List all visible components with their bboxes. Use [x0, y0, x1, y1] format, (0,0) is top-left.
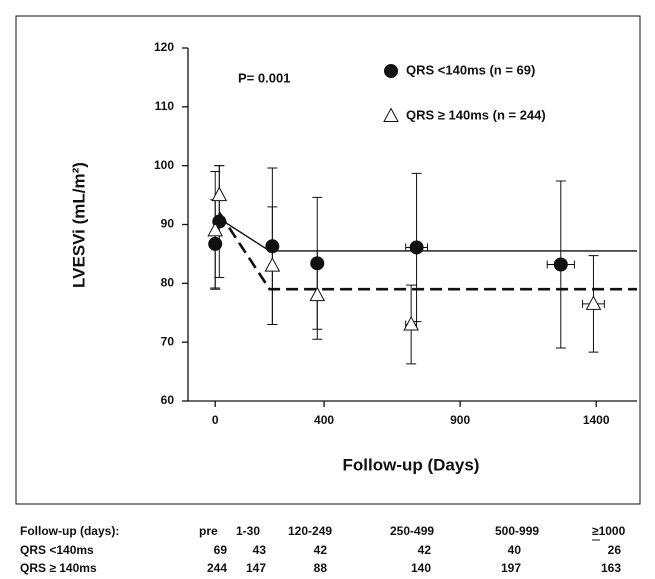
table-header: 120-249 [288, 524, 332, 538]
table-cell: 26 [608, 543, 622, 557]
legend-label: QRS <140ms (n = 69) [406, 62, 535, 77]
legend-marker [384, 64, 398, 78]
y-tick-label: 70 [161, 334, 175, 348]
x-axis-label: Follow-up (Days) [343, 455, 480, 474]
legend-marker [383, 107, 399, 122]
x-tick-label: 1400 [583, 413, 610, 427]
y-tick-label: 100 [154, 158, 174, 172]
table-header: 1-30 [236, 524, 260, 538]
table-cell: 140 [411, 561, 431, 575]
table-cell: QRS ≥ 140ms [20, 561, 97, 575]
point [264, 257, 281, 272]
fit-line [218, 218, 637, 252]
point [207, 221, 224, 237]
table-cell: 244 [207, 561, 227, 575]
table-cell: 43 [253, 543, 267, 557]
table-cell: 88 [314, 561, 328, 575]
point [309, 286, 326, 302]
table-header: 250-499 [390, 524, 434, 538]
point [585, 295, 602, 310]
annotation: P= 0.001 [238, 70, 290, 85]
table-cell: 69 [214, 543, 228, 557]
legend-label: QRS ≥ 140ms (n = 244) [406, 107, 546, 122]
x-tick-label: 900 [450, 413, 470, 427]
point [403, 315, 419, 331]
table-cell: 197 [501, 561, 521, 575]
frame [15, 15, 641, 505]
point [553, 257, 568, 272]
fit-line [218, 212, 637, 291]
table-cell: 163 [601, 561, 621, 575]
table-header: pre [199, 524, 218, 538]
table-cell: 147 [246, 561, 266, 575]
y-tick-label: 60 [161, 393, 175, 407]
table-header: Follow-up (days): [20, 524, 119, 538]
y-tick-label: 80 [161, 276, 175, 290]
x-tick-label: 0 [212, 413, 219, 427]
table-cell: QRS <140ms [20, 543, 94, 557]
x-tick-label: 400 [314, 413, 334, 427]
y-axis-label: LVESVi (mL/m²) [69, 162, 88, 288]
point [409, 240, 424, 255]
table-header: ≥1000 [592, 524, 626, 538]
table-cell: 42 [314, 543, 328, 557]
point [211, 186, 228, 202]
y-tick-label: 110 [155, 99, 175, 113]
table-cell: 42 [418, 543, 432, 557]
axes [187, 48, 637, 402]
table-header: 500-999 [495, 524, 539, 538]
y-tick-label: 120 [154, 40, 174, 54]
y-tick-label: 90 [161, 217, 175, 231]
table-cell: 40 [508, 543, 522, 557]
